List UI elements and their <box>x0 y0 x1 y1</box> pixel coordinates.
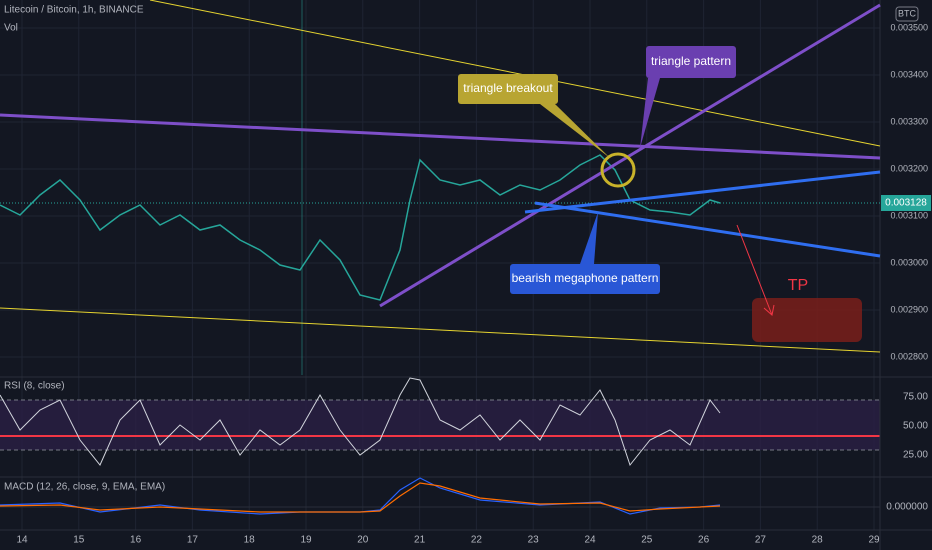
callout-pointer <box>540 104 610 158</box>
macd-line <box>0 477 721 515</box>
signal-line <box>0 482 721 513</box>
time-label: 20 <box>357 535 369 546</box>
time-label: 27 <box>755 535 767 546</box>
trend-line <box>149 0 881 147</box>
callout <box>646 46 736 78</box>
current-price: 0.003128 <box>885 198 927 209</box>
triangle-lower <box>379 3 881 308</box>
time-label: 16 <box>130 535 142 546</box>
time-label: 28 <box>812 535 824 546</box>
time-label: 26 <box>698 535 710 546</box>
breakout-circle <box>600 152 636 188</box>
time-label: 14 <box>16 535 28 546</box>
callout-pointer <box>580 212 598 264</box>
megaphone-lower <box>534 201 881 258</box>
price-label: 0.003300 <box>890 116 928 126</box>
time-label: 21 <box>414 535 426 546</box>
price-label: 0.002800 <box>890 351 928 361</box>
callout <box>510 264 660 294</box>
time-label: 24 <box>584 535 596 546</box>
rsi-level: 50.00 <box>903 421 928 432</box>
currency: BTC <box>898 8 917 18</box>
price-label: 0.003100 <box>890 210 928 220</box>
price-label: 0.003500 <box>890 22 928 32</box>
time-label: 19 <box>300 535 312 546</box>
time-label: 22 <box>471 535 483 546</box>
symbol: Litecoin / Bitcoin, 1h, BINANCE <box>4 5 144 16</box>
time-label: 17 <box>187 535 199 546</box>
volume-label: Vol <box>4 23 18 34</box>
macd-title: MACD (12, 26, close, 9, EMA, EMA) <box>4 482 165 493</box>
annotation: bearish megaphone pattern <box>512 271 659 285</box>
price-label: 0.003400 <box>890 69 928 79</box>
rsi-title: RSI (8, close) <box>4 381 65 392</box>
currency-badge <box>895 6 919 22</box>
annotation: triangle breakout <box>463 81 553 95</box>
time-label: 29 <box>868 535 880 546</box>
time-label: 23 <box>528 535 540 546</box>
target-box <box>752 298 862 342</box>
time-label: 15 <box>73 535 85 546</box>
price-label: 0.003200 <box>890 163 928 173</box>
annotation: triangle pattern <box>651 54 731 68</box>
price-line <box>0 154 721 301</box>
annotation: TP <box>788 277 808 294</box>
target-arrow <box>736 224 773 316</box>
rsi-line <box>0 377 721 467</box>
rsi-level: 75.00 <box>903 392 928 403</box>
callout-pointer <box>640 78 660 148</box>
price-label: 0.002900 <box>890 304 928 314</box>
callout <box>458 74 558 104</box>
time-label: 25 <box>641 535 653 546</box>
megaphone-upper <box>524 170 881 214</box>
triangle-upper <box>0 113 881 160</box>
rsi-band <box>0 400 880 450</box>
price-label: 0.003000 <box>890 257 928 267</box>
time-label: 18 <box>244 535 256 546</box>
rsi-level: 25.00 <box>903 450 928 461</box>
target-arrow-head <box>763 304 775 316</box>
trend-line <box>0 307 881 353</box>
grid <box>0 0 880 530</box>
current-price-badge <box>881 195 931 211</box>
macd-level: 0.000000 <box>886 502 928 513</box>
